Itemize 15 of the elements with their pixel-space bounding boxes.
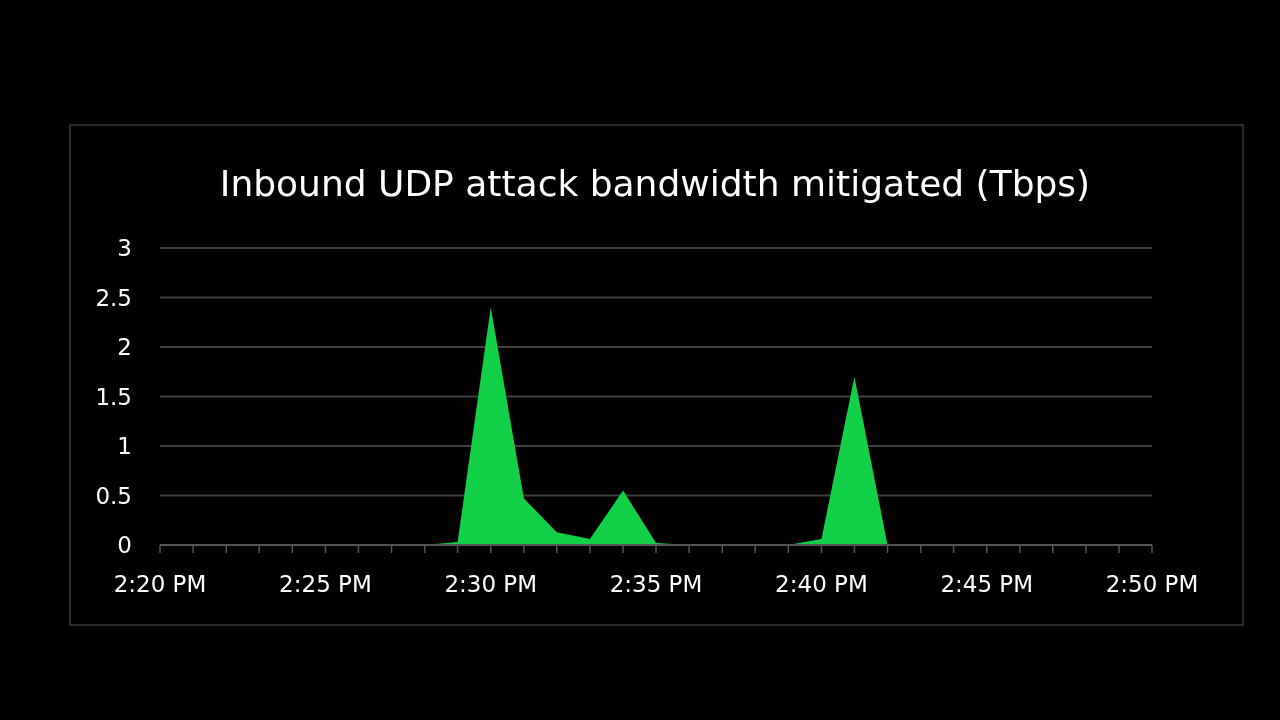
- y-tick-label: 0.5: [95, 482, 132, 509]
- x-tick-label: 2:35 PM: [609, 571, 703, 597]
- x-tick-label: 2:45 PM: [940, 571, 1034, 597]
- x-tick-label: 2:30 PM: [444, 571, 538, 597]
- y-tick-label: 0: [117, 532, 132, 559]
- chart-title: Inbound UDP attack bandwidth mitigated (Tbps): [219, 163, 1091, 204]
- x-tick-label: 2:25 PM: [279, 571, 372, 597]
- y-tick-label: 1.5: [95, 383, 132, 410]
- y-tick-label: 1: [117, 433, 132, 460]
- y-tick-label: 3: [117, 235, 132, 262]
- y-tick-label: 2.5: [95, 284, 132, 311]
- x-tick-label: 2:40 PM: [775, 571, 868, 597]
- x-tick-label: 2:50 PM: [1105, 571, 1199, 597]
- y-tick-label: 2: [117, 334, 132, 361]
- x-tick-label: 2:20 PM: [113, 571, 207, 597]
